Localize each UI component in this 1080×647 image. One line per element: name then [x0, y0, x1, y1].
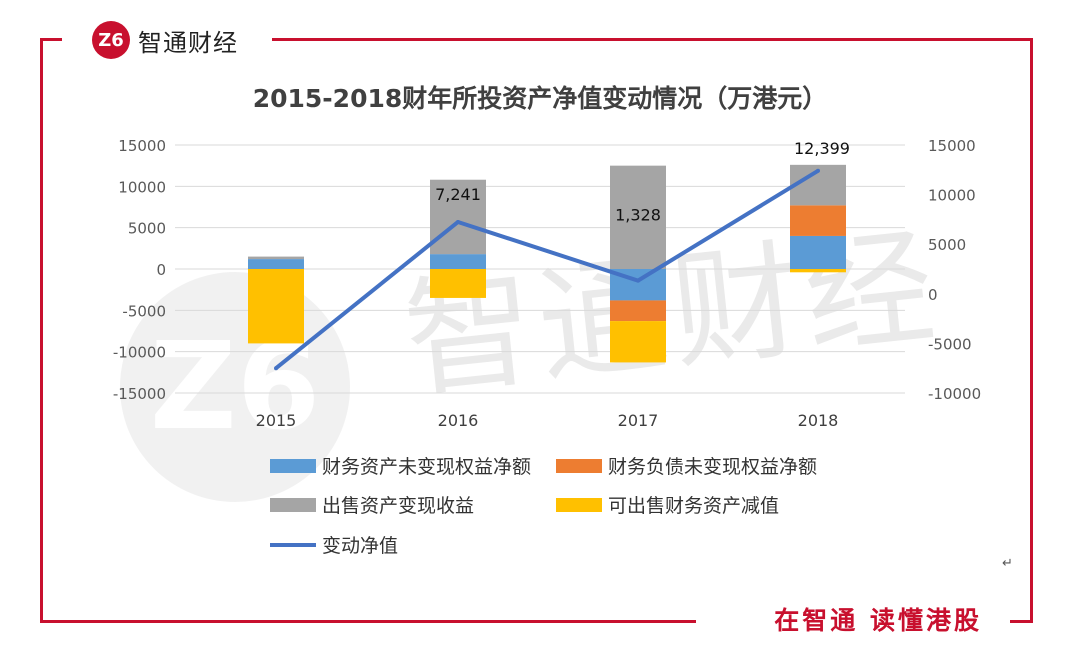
legend-swatch	[270, 459, 316, 473]
brand-logo-icon: Z6	[92, 21, 130, 59]
brand-header: Z6 智通财经	[92, 18, 238, 62]
bar-segment	[790, 269, 846, 273]
bar-segment	[248, 256, 304, 260]
frame-right	[1030, 38, 1033, 622]
left-axis-tick-label: 5000	[128, 220, 166, 238]
x-axis-tick-label: 2016	[438, 411, 479, 430]
legend-label: 财务负债未变现权益净额	[608, 456, 817, 478]
bar-segment	[790, 205, 846, 236]
left-axis-tick-label: -10000	[113, 344, 166, 362]
bar-segment	[430, 269, 486, 298]
data-label: 1,328	[615, 206, 661, 225]
brand-name: 智通财经	[138, 28, 238, 57]
bar-segment	[790, 235, 846, 269]
frame-bottom-left	[40, 620, 696, 623]
x-axis-tick-label: 2018	[798, 411, 839, 430]
left-axis-tick-label: -5000	[122, 302, 166, 320]
legend-swatch	[270, 498, 316, 512]
x-axis-tick-label: 2017	[618, 411, 659, 430]
line-point	[456, 219, 460, 224]
legend-swatch	[556, 498, 602, 512]
bar-segment	[430, 179, 486, 255]
bar-segment	[610, 165, 666, 269]
frame-top-right	[272, 38, 1032, 41]
legend-label: 可出售财务资产减值	[608, 495, 779, 517]
left-axis-tick-label: 15000	[118, 137, 166, 155]
footer-slogan: 在智通 读懂港股	[774, 606, 982, 635]
bar-segment	[248, 259, 304, 269]
legend-label: 变动净值	[322, 535, 398, 557]
line-point	[816, 168, 820, 173]
bar-segment	[430, 254, 486, 269]
left-axis-tick-label: -15000	[113, 385, 166, 403]
bar-segment	[610, 321, 666, 363]
legend-swatch	[556, 459, 602, 473]
line-point	[636, 278, 640, 283]
bar-segment	[248, 269, 304, 344]
right-axis-tick-label: -5000	[928, 335, 972, 353]
right-axis-tick-label: -10000	[928, 385, 981, 403]
left-axis-tick-label: 10000	[118, 178, 166, 196]
line-point	[274, 366, 278, 371]
right-axis-tick-label: 0	[928, 286, 938, 304]
line-series-net-change	[274, 169, 820, 370]
chart-title: 2015-2018财年所投资产净值变动情况（万港元）	[253, 84, 828, 113]
x-axis-tick-label: 2015	[256, 411, 297, 430]
data-label: 12,399	[794, 139, 850, 158]
return-mark-icon: ↵	[1002, 556, 1013, 571]
right-axis-tick-label: 15000	[928, 137, 976, 155]
frame-bottom-right	[1010, 620, 1033, 623]
frame-top-left	[40, 38, 62, 41]
legend-label: 财务资产未变现权益净额	[322, 456, 531, 478]
legend-label: 出售资产变现收益	[322, 495, 474, 517]
data-label: 7,241	[435, 185, 481, 204]
bar-segment	[610, 300, 666, 322]
left-axis-tick-label: 0	[156, 261, 166, 279]
frame-left	[40, 38, 43, 622]
right-axis-tick-label: 5000	[928, 236, 966, 254]
right-axis-tick-label: 10000	[928, 187, 976, 205]
